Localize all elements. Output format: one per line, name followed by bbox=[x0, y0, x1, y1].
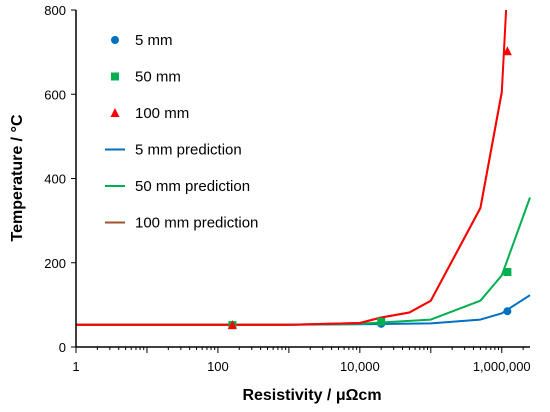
y-axis-title: Temperature / °C bbox=[9, 114, 26, 241]
x-axis-ticks: 1 100 10,000 1,000,000 bbox=[72, 347, 531, 374]
x-tick-label: 10,000 bbox=[340, 359, 380, 374]
plot-area: 1 100 10,000 1,000,000 0 200 400 600 800 bbox=[44, 3, 531, 374]
legend-symbol-50-mm bbox=[111, 72, 119, 81]
y-axis-ticks: 0 200 400 600 800 bbox=[44, 3, 76, 355]
legend-item-50-mm-prediction: 50 mm prediction bbox=[105, 178, 250, 195]
data-point-50-mm bbox=[503, 268, 512, 277]
data-point-5-mm bbox=[503, 307, 512, 316]
legend-item-5-mm: 5 mm bbox=[111, 32, 173, 49]
series-layer bbox=[76, 9, 531, 326]
legend-label: 5 mm bbox=[135, 32, 173, 49]
marker-layer bbox=[227, 46, 512, 330]
legend-item-50-mm: 50 mm bbox=[111, 69, 181, 86]
y-tick-label: 400 bbox=[44, 172, 66, 187]
legend-item-5-mm-prediction: 5 mm prediction bbox=[105, 142, 242, 159]
x-tick-label: 1 bbox=[72, 359, 79, 374]
legend-label: 100 mm prediction bbox=[135, 215, 258, 232]
legend-label: 50 mm bbox=[135, 69, 181, 86]
legend-label: 100 mm bbox=[135, 105, 189, 122]
y-tick-label: 0 bbox=[59, 340, 66, 355]
y-tick-label: 600 bbox=[44, 87, 66, 102]
legend-symbol-100-mm bbox=[110, 108, 120, 117]
y-tick-label: 800 bbox=[44, 3, 66, 18]
legend-label: 50 mm prediction bbox=[135, 178, 250, 195]
x-axis-title: Resistivity / μΩcm bbox=[242, 387, 381, 404]
x-tick-label: 100 bbox=[207, 359, 229, 374]
legend-item-100-mm: 100 mm bbox=[110, 105, 189, 122]
data-point-50-mm bbox=[377, 317, 386, 326]
plot-background bbox=[76, 10, 530, 347]
legend: 5 mm 50 mm 100 mm 5 mm prediction 50 mm pred… bbox=[105, 32, 258, 232]
legend-item-100-mm-prediction: 100 mm prediction bbox=[105, 215, 258, 232]
legend-symbol-5-mm bbox=[111, 36, 119, 44]
series-line-100-mm-steep bbox=[76, 9, 508, 326]
legend-label: 5 mm prediction bbox=[135, 142, 242, 159]
y-tick-label: 200 bbox=[44, 256, 66, 271]
data-point-100-mm bbox=[227, 320, 237, 330]
data-point-100-mm bbox=[502, 46, 512, 56]
x-tick-label: 1,000,000 bbox=[473, 359, 531, 374]
